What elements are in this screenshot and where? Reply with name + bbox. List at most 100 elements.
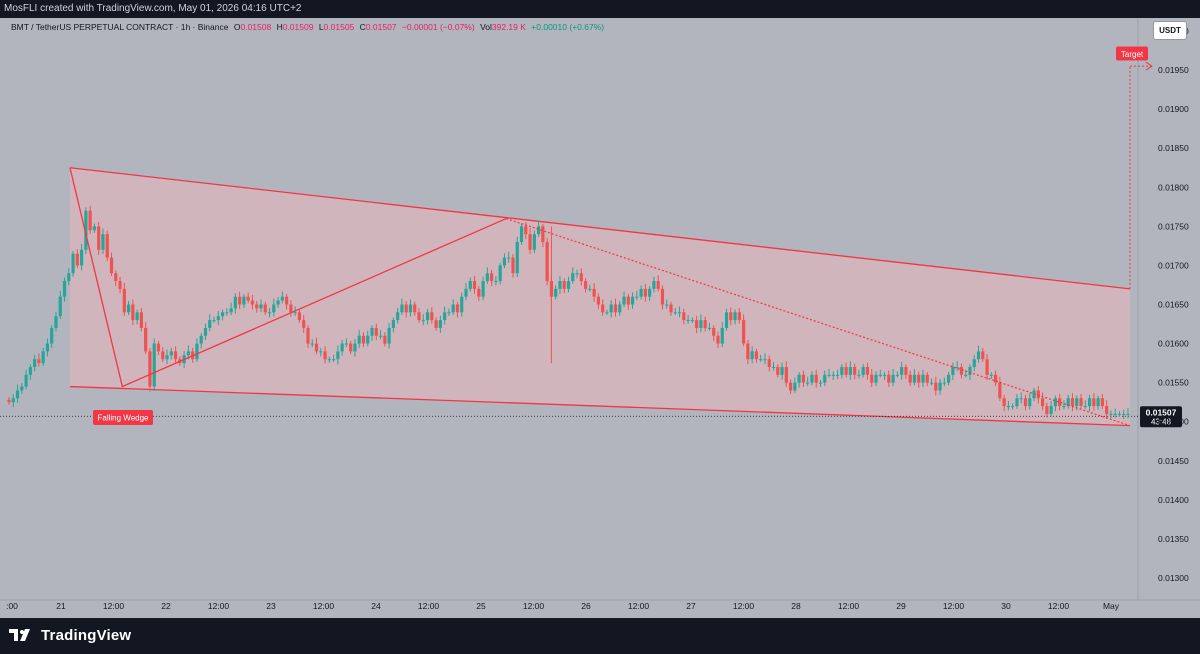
candle-body <box>272 304 276 313</box>
candle-body <box>118 281 122 289</box>
candle-body <box>216 316 220 321</box>
time-tick-label: 12:00 <box>628 601 650 611</box>
candle-body <box>425 312 430 321</box>
candle-body <box>1096 398 1100 407</box>
candle-body <box>225 312 229 314</box>
candle-body <box>438 320 442 328</box>
symbol-name[interactable]: BMT / TetherUS PERPETUAL CONTRACT · 1h ·… <box>11 22 229 32</box>
candle-body <box>1100 398 1104 407</box>
candle-body <box>1070 398 1075 407</box>
candle-body <box>212 320 216 322</box>
candle-body <box>340 343 344 352</box>
candle-body <box>246 296 250 301</box>
candle-body <box>515 241 519 274</box>
candle-body <box>114 273 118 282</box>
candle-body <box>494 281 498 283</box>
price-axis-panel[interactable] <box>1138 18 1200 600</box>
current-price-value: 0.01507 <box>1146 408 1177 418</box>
candle-body <box>370 327 374 336</box>
candle-body <box>229 308 233 313</box>
target-arrow-icon <box>1145 61 1153 71</box>
candle-body <box>361 335 366 344</box>
bar-countdown: 43:48 <box>1151 418 1172 427</box>
attribution-bar: MosFLI created with TradingView.com, May… <box>0 0 1200 18</box>
candle-body <box>481 281 485 297</box>
candle-body <box>1087 398 1092 407</box>
candle-body <box>169 351 173 356</box>
close-value: 0.01507 <box>365 22 397 32</box>
candle-body <box>630 296 635 305</box>
candle-body <box>165 355 169 360</box>
candle-body <box>537 226 541 235</box>
time-tick-label: 12:00 <box>313 601 335 611</box>
candle-body <box>934 382 938 391</box>
volume-change-value: +0.00010 (+0.67%) <box>531 22 605 32</box>
time-axis-ticks: :00 21 12:00 22 12:00 23 12:00 24 12:00 25 12:00 26… <box>6 601 1120 611</box>
candle-body <box>366 335 370 344</box>
tradingview-brand[interactable]: TradingView <box>9 625 131 645</box>
open-label: O <box>233 22 241 32</box>
price-tick-label: 0.01300 <box>1158 573 1189 583</box>
price-tick-label: 0.01550 <box>1158 378 1189 388</box>
candle-body <box>780 367 784 375</box>
candle-body <box>408 304 413 313</box>
currency-button[interactable]: USDT <box>1153 21 1187 40</box>
price-tick-label: 0.01450 <box>1158 456 1189 466</box>
candle-body <box>148 351 152 387</box>
time-tick-label: :00 <box>6 601 18 611</box>
candle-body <box>844 367 848 375</box>
candle-body <box>797 374 801 383</box>
candle-body <box>831 374 835 376</box>
time-tick-label: 22 <box>161 601 171 611</box>
candle-body <box>62 281 67 297</box>
falling-wedge-label-box <box>93 410 153 425</box>
candle-body <box>947 374 951 383</box>
candle-body <box>592 288 596 297</box>
wedge-layer <box>0 167 1138 427</box>
time-tick-label: 12:00 <box>943 601 965 611</box>
candle-body <box>900 367 904 375</box>
candle-body <box>921 374 925 383</box>
high-value: 0.01509 <box>282 22 314 32</box>
candle-body <box>242 296 246 305</box>
candle-body <box>733 312 737 321</box>
candle-body <box>1040 398 1045 407</box>
time-tick-label: 12:00 <box>208 601 230 611</box>
candle-body <box>793 382 797 391</box>
candle-body <box>11 398 15 403</box>
candle-body <box>285 296 289 305</box>
candle-body <box>891 374 895 383</box>
candle-body <box>1049 406 1053 414</box>
candle-body <box>71 253 75 274</box>
tradingview-logo-icon <box>9 629 30 641</box>
candle-body <box>626 296 630 305</box>
candle-body <box>1079 398 1083 407</box>
candle-body <box>575 273 579 275</box>
time-tick-label: 12:00 <box>1048 601 1070 611</box>
candle-body <box>1122 413 1126 415</box>
candle-body <box>1117 413 1122 415</box>
candle-body <box>720 327 724 344</box>
candle-body <box>857 374 861 376</box>
candle-body <box>28 367 32 375</box>
candle-body <box>579 273 583 282</box>
candle-body <box>276 300 280 305</box>
candle-body <box>199 335 203 344</box>
candle-body <box>656 281 660 289</box>
candle-body <box>767 359 771 368</box>
candle-body <box>238 296 242 305</box>
candle-body <box>336 351 340 360</box>
candle-body <box>588 288 592 290</box>
candle-body <box>848 367 852 375</box>
candle-body <box>417 312 421 321</box>
candle-body <box>690 320 694 322</box>
time-tick-label: 23 <box>266 601 276 611</box>
candle-body <box>618 304 622 313</box>
candle-body <box>421 320 425 322</box>
candle-body <box>195 343 199 360</box>
candle-body <box>331 359 336 361</box>
price-tick-label: 0.01600 <box>1158 339 1189 349</box>
candle-body <box>1015 398 1019 407</box>
